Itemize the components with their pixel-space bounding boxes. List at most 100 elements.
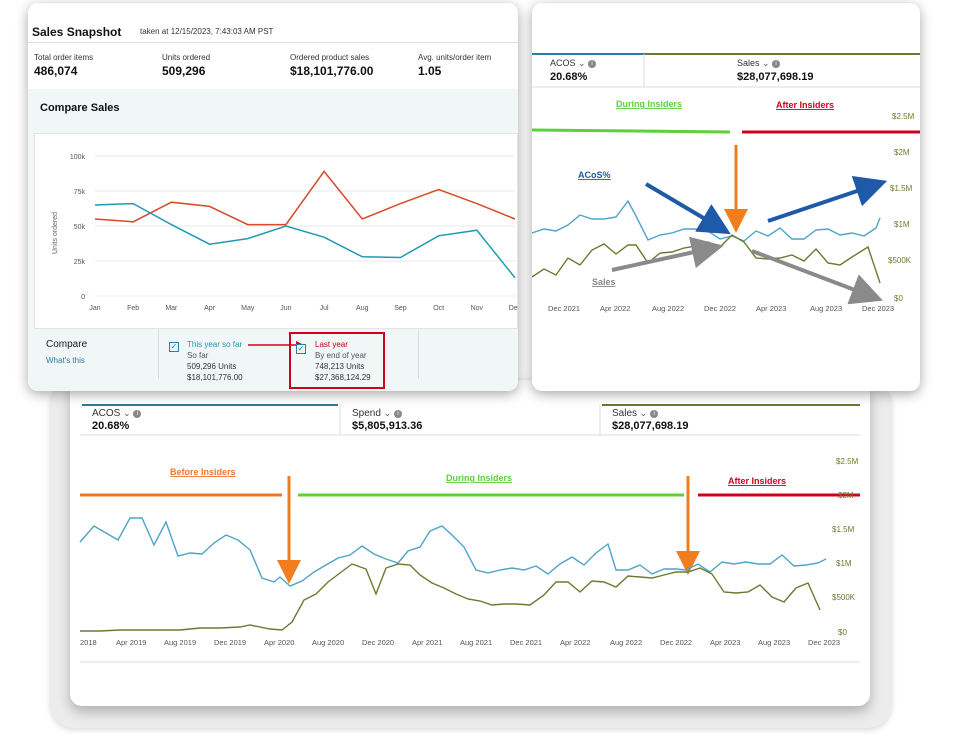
insiders-summary-panel: ACOS ⌄ i 20.68% Sales ⌄ i $28,077,698.19… [532, 3, 920, 391]
chevron-down-icon[interactable]: ⌄ [383, 408, 392, 418]
divider [158, 329, 159, 379]
x-tick: Dec 2020 [362, 638, 394, 647]
y-tick: $2.5M [892, 112, 915, 121]
y-tick: 0 [81, 294, 85, 301]
during-insiders-bar [532, 128, 731, 134]
info-icon[interactable]: i [133, 410, 142, 418]
y-tick: $2M [894, 148, 910, 157]
x-tick: Nov [471, 305, 484, 312]
x-tick: May [241, 305, 255, 312]
legend-this-year: This year so far So far 509,296 Units $1… [187, 339, 243, 383]
last-year-series-line [94, 170, 516, 226]
y-tick: $2M [838, 491, 854, 500]
chevron-down-icon[interactable]: ⌄ [762, 58, 770, 68]
y-tick: $500K [888, 256, 912, 265]
metric-value: 20.68% [550, 71, 588, 83]
legend-sales: $18,101,776.00 [187, 373, 243, 382]
x-tick: Apr 2023 [756, 304, 786, 313]
x-tick: Aug 2022 [652, 304, 684, 313]
sales-snapshot-panel: Sales Snapshot taken at 12/15/2023, 7:43… [28, 3, 518, 391]
x-tick: Sep [394, 305, 407, 312]
sales-pointer-arrow [611, 236, 724, 272]
compare-sales-section: Compare Sales Units ordered 0 25k 50k 75k 10… [28, 89, 518, 391]
x-tick: Dec 2021 [548, 304, 580, 313]
snapshot-header: Sales Snapshot taken at 12/15/2023, 7:43… [28, 3, 518, 43]
x-tick: Aug 2019 [164, 638, 196, 647]
phase-label-during: During Insiders [616, 99, 682, 109]
y-tick: $1.5M [890, 184, 913, 193]
compare-label: Compare [46, 339, 88, 350]
x-tick: Dec 2022 [704, 304, 736, 313]
metric-acos[interactable]: ACOS ⌄ i 20.68% [80, 403, 340, 435]
metric-label: Total order items [34, 53, 94, 62]
chevron-down-icon[interactable]: ⌄ [639, 408, 648, 418]
metrics-row: ACOS ⌄ i 20.68% Spend ⌄ i $5,805,913.36 … [80, 403, 860, 435]
y-tick: 25k [74, 259, 86, 266]
this-year-series-line [94, 202, 516, 279]
info-icon[interactable]: i [394, 410, 403, 418]
metric-spend[interactable]: Spend ⌄ i $5,805,913.36 [340, 403, 600, 435]
x-tick: Aug 2021 [460, 638, 492, 647]
x-tick: Apr 2022 [560, 638, 590, 647]
acos-annotation: ACoS% [578, 170, 611, 180]
metric-label: Avg. units/order item [418, 53, 492, 62]
campaign-performance-panel: ACOS ⌄ i 20.68% Spend ⌄ i $5,805,913.36 … [70, 380, 870, 706]
y-tick: $2.5M [836, 457, 859, 466]
legend-name: Last year [315, 340, 348, 349]
metric-acos[interactable]: ACOS ⌄ i 20.68% [550, 58, 597, 83]
x-tick: Aug 2020 [312, 638, 344, 647]
phase-label-before: Before Insiders [170, 467, 236, 477]
metric-avg-units: Avg. units/order item 1.05 [418, 53, 491, 78]
y-tick: $0 [894, 294, 903, 303]
y-tick: 50k [74, 224, 86, 231]
metric-label: Ordered product sales [290, 53, 370, 62]
metric-value: $5,805,913.36 [352, 420, 423, 432]
chevron-down-icon[interactable]: ⌄ [123, 408, 131, 418]
snapshot-timestamp: taken at 12/15/2023, 7:43:03 AM PST [140, 27, 274, 36]
metric-sales[interactable]: Sales ⌄ i $28,077,698.19 [600, 403, 860, 435]
metric-label: Spend [352, 408, 381, 419]
whats-this-link[interactable]: What's this [46, 356, 85, 365]
metric-value: 509,296 [162, 64, 206, 78]
metric-total-order-items: Total order items 486,074 [34, 53, 93, 78]
x-tick: 2018 [80, 638, 97, 647]
metric-sales[interactable]: Sales ⌄ i $28,077,698.19 [737, 58, 813, 83]
metric-value: 20.68% [92, 420, 130, 432]
legend-sales: $27,368,124.29 [315, 373, 371, 382]
phase-label-after: After Insiders [728, 476, 786, 486]
y-tick: 75k [74, 189, 86, 196]
y-tick: $1M [894, 220, 910, 229]
legend-sub: By end of year [315, 351, 367, 360]
acos-series-line [79, 517, 827, 587]
this-year-checkbox[interactable]: ✓ [169, 342, 179, 352]
last-year-checkbox[interactable]: ✓ [296, 344, 306, 354]
x-tick: Dec 2023 [862, 304, 894, 313]
acos-pointer-arrow [644, 182, 731, 235]
info-icon[interactable]: i [588, 60, 597, 68]
legend-units: 748,213 Units [315, 362, 365, 371]
x-tick: Mar [165, 305, 178, 312]
metric-label: ACOS [92, 408, 121, 419]
metric-ordered-product-sales: Ordered product sales $18,101,776.00 [290, 53, 373, 78]
info-icon[interactable]: i [772, 60, 781, 68]
x-tick: Dec 2023 [808, 638, 840, 647]
x-tick: Apr [204, 305, 216, 312]
x-tick: Feb [127, 305, 139, 312]
insiders-chart: During Insiders After Insiders ACoS% Sal… [532, 53, 920, 313]
x-tick: Apr 2019 [116, 638, 146, 647]
sales-series-line [532, 234, 881, 284]
x-tick: Aug 2023 [758, 638, 790, 647]
highlight-box [289, 332, 385, 389]
sales-trend-arrow [751, 249, 883, 305]
chevron-down-icon[interactable]: ⌄ [578, 58, 586, 68]
x-tick: Jan [89, 305, 100, 312]
compare-legend: Compare What's this [28, 329, 518, 391]
y-tick: $1.5M [832, 525, 855, 534]
info-icon[interactable]: i [650, 410, 659, 418]
legend-name: This year so far [187, 340, 243, 349]
y-axis-label: Units ordered [52, 212, 59, 254]
metric-value: $18,101,776.00 [290, 64, 374, 78]
x-tick: Aug 2022 [610, 638, 642, 647]
compare-sales-chart: Units ordered 0 25k 50k 75k 100k Jan Feb Mar Ap… [52, 154, 518, 312]
x-tick: Apr 2021 [412, 638, 442, 647]
